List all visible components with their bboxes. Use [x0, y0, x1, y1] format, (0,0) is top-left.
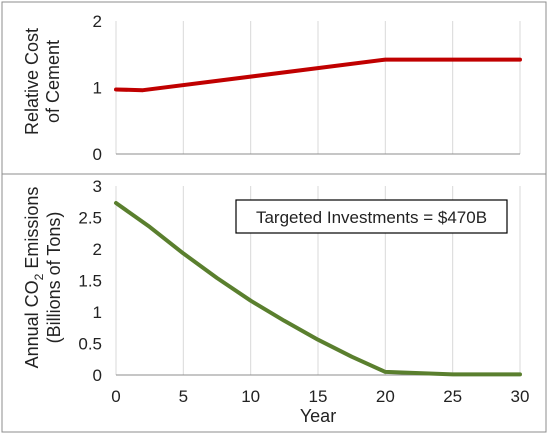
subscript-2: 2: [32, 273, 46, 280]
cost-series-line: [114, 57, 522, 93]
y-axis-title-line: of Cement: [43, 40, 63, 123]
emissions-series-line: [114, 201, 522, 377]
relative-cost-chart: 0 1 2 Relative Cost of Cement: [22, 12, 522, 164]
x-tick-label: 10: [241, 387, 260, 406]
y-axis-title-line: Relative Cost: [22, 28, 42, 135]
y-axis-title-part: Emissions: [22, 187, 42, 274]
y-tick-label: 0: [93, 366, 102, 385]
y-axis-title-line: Annual CO2 Emissions: [22, 187, 46, 369]
y-tick-label: 1: [93, 79, 102, 98]
y-axis-title-part: Annual CO: [22, 280, 42, 368]
y-tick-label: 1: [93, 303, 102, 322]
y-tick-label: 0: [93, 145, 102, 164]
x-tick-label: 5: [179, 387, 188, 406]
y-tick-label: 3: [93, 177, 102, 196]
y-tick-label: 2: [93, 240, 102, 259]
y-tick-label: 0.5: [78, 335, 102, 354]
y-axis-title-line: (Billions of Tons): [44, 212, 64, 344]
y-tick-label: 2: [93, 12, 102, 31]
x-tick-label: 30: [511, 387, 530, 406]
x-tick-label: 15: [309, 387, 328, 406]
y-tick-label: 2.5: [78, 209, 102, 228]
y-tick-label: 1.5: [78, 272, 102, 291]
x-axis-title: Year: [300, 406, 336, 426]
x-tick-label: 20: [376, 387, 395, 406]
annotation-box: [235, 199, 508, 234]
annotation-text: Targeted Investments = $470B: [256, 208, 487, 227]
x-tick-label: 25: [443, 387, 462, 406]
x-tick-label: 0: [111, 387, 120, 406]
